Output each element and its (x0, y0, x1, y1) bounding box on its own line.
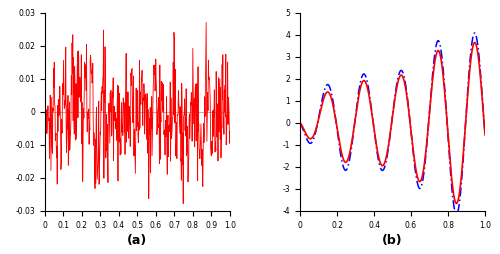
X-axis label: (a): (a) (128, 234, 148, 247)
X-axis label: (b): (b) (382, 234, 403, 247)
